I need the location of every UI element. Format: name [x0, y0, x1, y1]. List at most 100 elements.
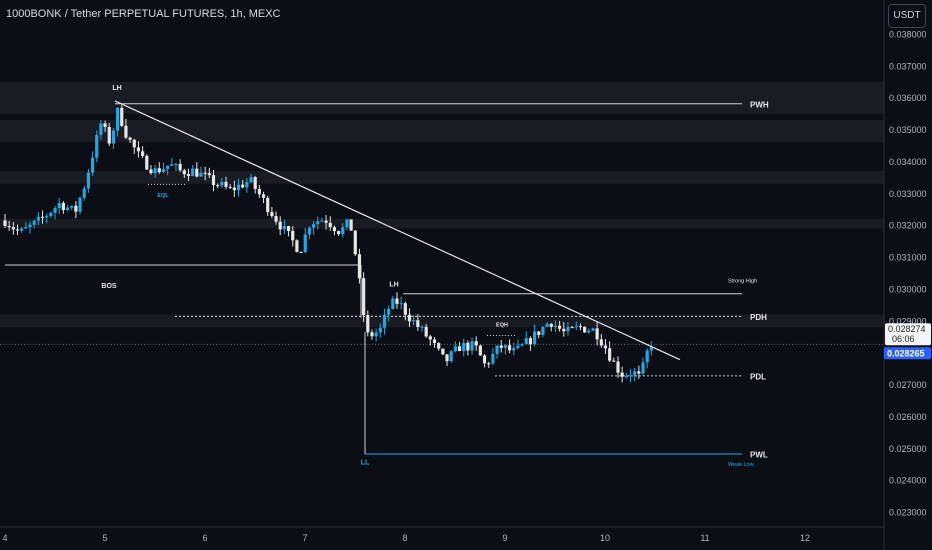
supply-demand-zone	[0, 171, 884, 184]
candle-body	[253, 177, 257, 189]
candle-body	[61, 202, 65, 210]
time-tick-label: 5	[102, 533, 107, 543]
price-tick-label: 0.023000	[889, 508, 927, 518]
candle-body	[491, 353, 495, 364]
candle-body	[399, 303, 403, 305]
candle-body	[191, 168, 195, 177]
structure-label-eql: EQL	[157, 193, 169, 199]
descending-trendline	[114, 100, 681, 361]
candle-body	[583, 326, 587, 333]
time-tick-label: 6	[202, 533, 207, 543]
candle-body	[282, 226, 286, 230]
candle-body	[512, 348, 516, 351]
price-tick-label: 0.033000	[889, 189, 927, 199]
candle-body	[382, 314, 387, 328]
price-tick-label: 0.036000	[889, 93, 927, 103]
candle-body	[337, 231, 341, 235]
candle-body	[578, 326, 583, 328]
candle-body	[391, 298, 395, 310]
price-tick-label: 0.037000	[889, 61, 927, 71]
candle-body	[428, 336, 432, 340]
candle-body	[132, 139, 136, 148]
candle-body	[549, 323, 553, 327]
price-tick-label: 0.031000	[889, 253, 927, 263]
candle-body	[74, 205, 78, 212]
candle-body	[649, 347, 653, 351]
candle-body	[478, 345, 482, 356]
candle-body	[482, 355, 487, 364]
candle-body	[291, 230, 295, 241]
structure-label-eqh: EQH	[496, 323, 508, 329]
price-tick-label: 0.035000	[889, 125, 927, 135]
candle-body	[616, 361, 620, 373]
candle-body	[637, 371, 641, 374]
candle-body	[608, 348, 612, 361]
candle-body	[378, 327, 382, 333]
candle-body	[320, 220, 324, 222]
candle-body	[211, 175, 216, 186]
candle-body	[170, 164, 174, 166]
candle-body	[470, 341, 474, 351]
supply-demand-zone	[0, 218, 884, 229]
candle-body	[599, 339, 603, 346]
candle-body	[545, 323, 549, 327]
time-tick-label: 4	[2, 533, 7, 543]
candle-body	[45, 215, 49, 218]
candle-body	[203, 172, 207, 174]
candle-body	[395, 298, 399, 304]
structure-label-ll: LL	[361, 460, 370, 467]
candle-body	[136, 147, 141, 152]
candle-body	[103, 123, 107, 127]
candle-body	[532, 331, 537, 345]
candle-body	[141, 151, 145, 156]
supply-demand-zone	[0, 81, 884, 114]
candle-body	[645, 350, 649, 363]
candle-body	[412, 320, 416, 322]
candle-body	[462, 342, 466, 352]
candle-body	[36, 216, 40, 221]
candle-body	[516, 345, 520, 349]
currency-button[interactable]: USDT	[888, 4, 926, 28]
candle-body	[528, 338, 533, 345]
time-tick-label: 12	[800, 533, 810, 543]
candle-body	[49, 212, 53, 216]
candle-body	[466, 342, 470, 351]
candle-body	[595, 328, 599, 340]
chart-title: 1000BONK / Tether PERPETUAL FUTURES, 1h,…	[6, 8, 281, 20]
candle-body	[499, 345, 503, 348]
candle-body	[332, 227, 337, 232]
candle-body	[120, 107, 124, 126]
price-tick-label: 0.029000	[889, 316, 927, 326]
candle-body	[445, 354, 449, 362]
candle-body	[537, 331, 541, 335]
candle-body	[78, 197, 82, 212]
candle-body	[441, 348, 445, 355]
candle-body	[353, 230, 357, 255]
candle-body	[316, 221, 320, 225]
candle-body	[20, 228, 24, 231]
candle-body	[278, 221, 282, 230]
candle-body	[345, 219, 349, 228]
candle-body	[495, 345, 499, 354]
candle-body	[182, 170, 186, 175]
candle-body	[299, 251, 303, 253]
candle-body	[449, 351, 453, 362]
candle-body	[186, 174, 191, 177]
price-axis-panel	[884, 0, 932, 550]
candle-body	[432, 339, 437, 344]
candle-body	[111, 130, 116, 144]
level-label-pdl: PDL	[750, 372, 766, 381]
level-label-pdh: PDH	[750, 313, 767, 322]
candle-body	[3, 220, 7, 226]
candle-body	[153, 168, 157, 174]
candle-body	[503, 345, 507, 348]
candle-body	[562, 328, 566, 332]
candle-body	[257, 188, 261, 195]
time-tick-label: 8	[402, 533, 407, 543]
candle-body	[270, 212, 274, 217]
candle-body	[603, 345, 608, 349]
candle-body	[249, 177, 253, 183]
candle-body	[416, 320, 420, 327]
candle-body	[90, 157, 95, 173]
